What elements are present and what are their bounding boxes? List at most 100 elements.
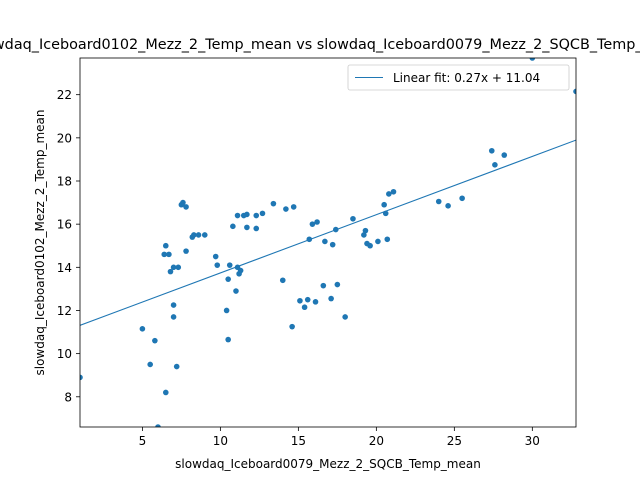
data-point — [375, 238, 381, 245]
data-point — [492, 162, 498, 168]
data-point — [342, 314, 348, 320]
data-point — [195, 232, 202, 238]
data-point — [386, 191, 392, 197]
data-point — [259, 210, 266, 217]
chart-title: slowdaq_Iceboard0102_Mezz_2_Temp_mean vs… — [0, 37, 640, 53]
data-point — [161, 251, 168, 258]
data-point — [362, 227, 369, 234]
x-tick-label: 20 — [369, 434, 384, 448]
data-point — [328, 295, 334, 302]
data-point — [180, 199, 186, 206]
plot-area — [80, 58, 576, 427]
data-point — [212, 253, 219, 260]
data-point — [183, 248, 189, 254]
data-point — [237, 267, 244, 274]
data-point — [435, 198, 442, 205]
x-tick-label: 5 — [139, 434, 147, 448]
data-point — [334, 281, 341, 288]
x-tick-label: 30 — [525, 434, 540, 448]
data-point — [183, 204, 189, 210]
data-point — [459, 195, 465, 202]
data-point — [155, 424, 161, 427]
x-tick-label: 10 — [213, 434, 228, 448]
data-point — [201, 232, 208, 238]
y-tick-label: 20 — [57, 131, 72, 145]
y-tick-label: 10 — [57, 347, 72, 361]
data-point — [191, 232, 197, 238]
plot-frame — [79, 57, 577, 428]
data-point — [225, 276, 231, 282]
data-point — [289, 323, 295, 330]
data-point — [162, 389, 169, 396]
data-point — [147, 361, 153, 368]
data-point — [445, 203, 451, 209]
data-point — [214, 262, 221, 268]
data-point — [309, 221, 316, 227]
data-point — [223, 307, 230, 314]
data-point — [297, 297, 303, 304]
data-point — [234, 212, 241, 219]
data-point — [384, 236, 391, 243]
x-axis-ticks: 5 10 15 20 25 30 — [139, 427, 540, 448]
data-point — [312, 299, 319, 305]
y-axis-ticks: 8 10 12 14 16 18 20 22 — [57, 88, 80, 404]
legend-label: Linear fit: 0.27x + 11.04 — [393, 71, 540, 85]
data-point — [230, 223, 236, 230]
data-point — [306, 236, 313, 243]
data-point — [139, 326, 146, 332]
fit-line — [80, 139, 576, 326]
data-point — [167, 268, 174, 275]
y-tick-label: 8 — [64, 390, 72, 404]
data-point — [270, 200, 277, 207]
y-tick-label: 22 — [57, 88, 72, 102]
data-point — [80, 374, 83, 381]
data-point — [488, 147, 495, 154]
data-point — [350, 215, 356, 222]
data-point — [290, 204, 297, 210]
y-axis-label: slowdaq_Iceboard0102_Mezz_2_Temp_mean — [33, 109, 47, 375]
data-point — [529, 58, 536, 61]
data-point — [382, 210, 389, 217]
data-point — [301, 304, 308, 311]
data-point — [152, 337, 158, 344]
data-point — [361, 232, 367, 238]
data-point — [173, 363, 180, 370]
data-point — [573, 88, 576, 95]
y-tick-label: 18 — [57, 175, 72, 189]
x-axis-label: slowdaq_Iceboard0079_Mezz_2_SQCB_Temp_me… — [175, 457, 481, 471]
data-point — [253, 225, 260, 232]
data-point — [244, 211, 250, 218]
data-point — [225, 336, 231, 343]
x-tick-label: 25 — [447, 434, 462, 448]
y-tick-label: 16 — [57, 218, 72, 232]
data-point — [170, 264, 177, 271]
x-tick-label: 15 — [291, 434, 306, 448]
data-point — [381, 201, 387, 208]
data-point — [501, 152, 508, 158]
data-point — [162, 242, 169, 249]
scatter-points — [80, 58, 576, 427]
y-tick-label: 12 — [57, 304, 72, 318]
data-point — [322, 238, 328, 245]
data-point — [320, 282, 327, 289]
data-point — [170, 302, 177, 308]
data-point — [329, 241, 336, 248]
data-point — [226, 262, 233, 268]
data-point — [332, 226, 339, 233]
data-point — [170, 314, 177, 320]
data-point — [279, 277, 286, 284]
data-point — [304, 296, 311, 303]
fit-line-layer — [80, 139, 576, 326]
data-point — [253, 212, 260, 219]
data-point — [166, 251, 172, 258]
legend: Linear fit: 0.27x + 11.04 — [347, 64, 570, 91]
data-point — [244, 224, 250, 231]
y-tick-label: 14 — [57, 261, 72, 275]
legend-box — [347, 64, 570, 91]
data-point — [233, 288, 239, 294]
data-point — [390, 188, 397, 195]
data-point — [175, 264, 182, 271]
data-point — [314, 219, 320, 225]
data-point — [283, 206, 289, 212]
